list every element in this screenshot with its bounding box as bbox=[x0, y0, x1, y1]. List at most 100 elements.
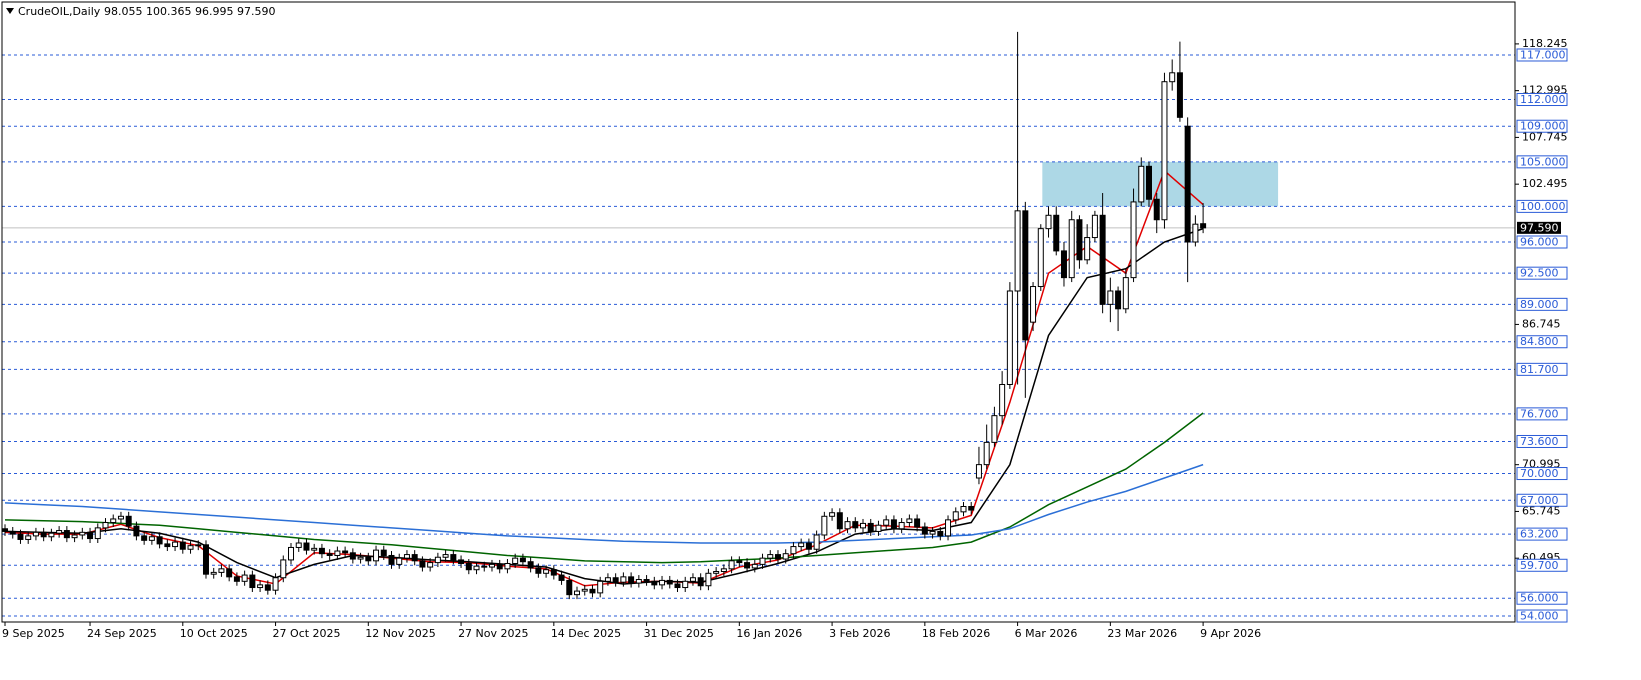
candle-body bbox=[906, 518, 913, 524]
candle-body bbox=[1084, 237, 1091, 261]
candle-body bbox=[836, 512, 843, 530]
grid-layer bbox=[2, 54, 1515, 617]
candle-body bbox=[519, 557, 526, 563]
candle-body bbox=[40, 531, 47, 538]
candle-body bbox=[25, 535, 32, 540]
candle-body bbox=[589, 588, 596, 594]
candle-body bbox=[32, 531, 39, 537]
candle-body bbox=[288, 546, 295, 561]
moving-average bbox=[4, 463, 1204, 544]
candle-body bbox=[937, 530, 944, 537]
collapse-arrow[interactable] bbox=[6, 8, 14, 14]
candle-body bbox=[597, 580, 604, 594]
candle-body bbox=[419, 560, 426, 568]
level-label: 117.000 bbox=[1520, 48, 1566, 61]
candle-body bbox=[767, 554, 774, 559]
candle-body bbox=[527, 561, 534, 569]
candle-body bbox=[427, 562, 434, 568]
candle-body bbox=[558, 574, 565, 581]
candle-body bbox=[303, 542, 310, 551]
candle-body bbox=[496, 563, 503, 570]
x-tick-label: 27 Oct 2025 bbox=[273, 627, 341, 640]
level-label-box bbox=[1516, 467, 1568, 481]
axis-layer: 118.245112.995107.745102.49586.74570.995… bbox=[2, 37, 1568, 640]
candle-body bbox=[535, 567, 542, 574]
candle-body bbox=[357, 556, 364, 560]
candle-body bbox=[952, 511, 959, 521]
candle-body bbox=[1146, 165, 1153, 200]
candle-body bbox=[226, 568, 233, 578]
candle-body bbox=[365, 556, 372, 562]
candle-body bbox=[929, 530, 936, 535]
candle-body bbox=[102, 522, 109, 529]
x-tick-label: 3 Feb 2026 bbox=[829, 627, 890, 640]
candle-body bbox=[921, 526, 928, 535]
level-label-box bbox=[1516, 199, 1568, 213]
candle-body bbox=[110, 518, 117, 524]
candle-body bbox=[473, 565, 480, 571]
candle-body bbox=[705, 572, 712, 587]
level-label: 54.000 bbox=[1520, 610, 1559, 623]
level-label-box bbox=[1516, 335, 1568, 349]
candle-body bbox=[612, 577, 619, 583]
candle-body bbox=[1169, 72, 1176, 83]
candle-body bbox=[388, 554, 395, 565]
candle-body bbox=[1045, 214, 1052, 230]
candle-body bbox=[148, 536, 155, 541]
candle-body bbox=[914, 518, 921, 528]
candle-body bbox=[713, 571, 720, 574]
level-label-box bbox=[1516, 558, 1568, 572]
candle-body bbox=[550, 569, 557, 576]
level-label-box bbox=[1516, 235, 1568, 249]
candle-body bbox=[744, 562, 751, 569]
level-label-box bbox=[1516, 362, 1568, 376]
candle-body bbox=[195, 544, 202, 547]
candle-body bbox=[2, 528, 9, 532]
candle-body bbox=[349, 552, 356, 560]
candle-body bbox=[164, 543, 171, 548]
level-label: 70.000 bbox=[1520, 467, 1559, 480]
candle-body bbox=[342, 550, 349, 554]
level-label-box bbox=[1516, 434, 1568, 448]
candle-body bbox=[202, 544, 209, 575]
candle-body bbox=[813, 534, 820, 550]
candle-body bbox=[380, 549, 387, 556]
candle-body bbox=[141, 535, 148, 541]
candle-body bbox=[898, 522, 905, 530]
candle-body bbox=[1030, 286, 1037, 323]
x-tick-label: 23 Mar 2026 bbox=[1107, 627, 1177, 640]
candle-body bbox=[643, 579, 650, 582]
level-label-box bbox=[1516, 266, 1568, 280]
candle-body bbox=[991, 415, 998, 443]
candle-body bbox=[581, 588, 588, 592]
candle-body bbox=[1022, 210, 1029, 341]
candle-body bbox=[187, 545, 194, 550]
level-label: 89.000 bbox=[1520, 298, 1559, 311]
candle-body bbox=[759, 557, 766, 565]
level-label: 109.000 bbox=[1520, 120, 1566, 133]
x-tick-label: 6 Mar 2026 bbox=[1015, 627, 1078, 640]
candle-body bbox=[179, 541, 186, 550]
candle-body bbox=[512, 557, 519, 564]
level-label: 73.600 bbox=[1520, 435, 1559, 448]
symbol-title: CrudeOIL,Daily bbox=[18, 5, 101, 18]
candle-body bbox=[1099, 214, 1106, 305]
level-label: 81.700 bbox=[1520, 363, 1559, 376]
candle-body bbox=[867, 522, 874, 532]
candle-body bbox=[790, 546, 797, 555]
x-tick-label: 31 Dec 2025 bbox=[644, 627, 714, 640]
candle-body bbox=[975, 464, 982, 479]
candle-body bbox=[264, 584, 271, 591]
candle-body bbox=[1037, 228, 1044, 288]
candle-body bbox=[450, 554, 457, 561]
level-label: 100.000 bbox=[1520, 200, 1566, 213]
level-label-box bbox=[1516, 155, 1568, 169]
candle-body bbox=[1076, 219, 1083, 261]
level-label: 112.000 bbox=[1520, 93, 1566, 106]
candle-body bbox=[620, 576, 627, 583]
x-tick-label: 24 Sep 2025 bbox=[87, 627, 157, 640]
level-label: 84.800 bbox=[1520, 335, 1559, 348]
candle-body bbox=[1184, 125, 1191, 243]
candle-body bbox=[71, 534, 78, 539]
y-tick-label: 118.245 bbox=[1522, 37, 1568, 50]
